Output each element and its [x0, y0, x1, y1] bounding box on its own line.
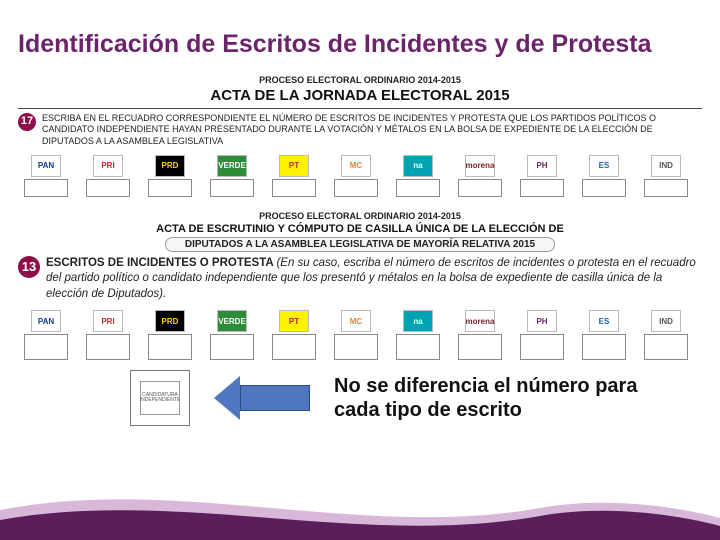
party-input-box [210, 334, 254, 360]
party-input-box [148, 334, 192, 360]
party-logo-pt: PT [279, 155, 309, 177]
party-input-box [334, 179, 378, 197]
party-logo-pvem: VERDE [217, 310, 247, 332]
party-input-box [24, 179, 68, 197]
acta-jornada-block: PROCESO ELECTORAL ORDINARIO 2014-2015 AC… [18, 75, 702, 197]
party-logo-es: ES [589, 155, 619, 177]
party-input-box [458, 179, 502, 197]
party-input-box [582, 334, 626, 360]
party-cell-mc: MC [328, 155, 384, 197]
party-logo-prd: PRD [155, 310, 185, 332]
party-input-box [396, 334, 440, 360]
party-logo-ph: PH [527, 155, 557, 177]
doc-pill: DIPUTADOS A LA ASAMBLEA LEGISLATIVA DE M… [165, 237, 555, 252]
step-number-13: 13 [18, 256, 40, 278]
party-cell-pt: PT [266, 155, 322, 197]
party-logo-mc: MC [341, 310, 371, 332]
instr-13-lead: ESCRITOS DE INCIDENTES O PROTESTA [46, 257, 276, 269]
party-cell-pvem: VERDE [204, 155, 260, 197]
party-cell-pan: PAN [18, 155, 74, 197]
party-row-1: PAN PRI PRD VERDE PT MC na morena PH ES IND [18, 155, 702, 197]
party-cell-ind: IND [638, 310, 694, 360]
party-row-2: PAN PRI PRD VERDE PT MC na morena PH ES IND [18, 310, 702, 360]
party-cell-es: ES [576, 155, 632, 197]
party-cell-prd: PRD [142, 155, 198, 197]
party-cell-mc: MC [328, 310, 384, 360]
party-input-box [86, 334, 130, 360]
party-input-box [520, 179, 564, 197]
party-logo-pan: PAN [31, 155, 61, 177]
party-logo-morena: morena [465, 155, 495, 177]
party-input-box [458, 334, 502, 360]
proc-line-1: PROCESO ELECTORAL ORDINARIO 2014-2015 [18, 75, 702, 85]
party-logo-ind: IND [651, 310, 681, 332]
instr-17: 17 ESCRIBA EN EL RECUADRO CORRESPONDIENT… [18, 111, 702, 151]
acta-escrutinio-block: PROCESO ELECTORAL ORDINARIO 2014-2015 AC… [18, 211, 702, 361]
party-cell-ind: IND [638, 155, 694, 197]
party-logo-pvem: VERDE [217, 155, 247, 177]
party-cell-morena: morena [452, 310, 508, 360]
party-cell-pri: PRI [80, 310, 136, 360]
party-input-box [24, 334, 68, 360]
slide-title: Identificación de Escritos de Incidentes… [0, 0, 720, 69]
party-input-box [210, 179, 254, 197]
party-logo-pri: PRI [93, 310, 123, 332]
party-cell-na: na [390, 155, 446, 197]
party-logo-na: na [403, 310, 433, 332]
party-input-box [148, 179, 192, 197]
party-logo-pt: PT [279, 310, 309, 332]
party-cell-prd: PRD [142, 310, 198, 360]
footer-wave [0, 470, 720, 540]
doc-title-2: ACTA DE ESCRUTINIO Y CÓMPUTO DE CASILLA … [18, 223, 702, 235]
party-logo-es: ES [589, 310, 619, 332]
party-cell-pan: PAN [18, 310, 74, 360]
party-input-box [86, 179, 130, 197]
party-cell-es: ES [576, 310, 632, 360]
party-cell-pvem: VERDE [204, 310, 260, 360]
step-number-17: 17 [18, 113, 36, 131]
instr-13: 13 ESCRITOS DE INCIDENTES O PROTESTA (En… [18, 252, 702, 307]
proc-line-2: PROCESO ELECTORAL ORDINARIO 2014-2015 [18, 211, 702, 221]
party-cell-pt: PT [266, 310, 322, 360]
party-input-box [644, 334, 688, 360]
party-input-box [334, 334, 378, 360]
indep-inner-label: CANDIDATURA INDEPENDIENTE [140, 381, 180, 415]
party-cell-pri: PRI [80, 155, 136, 197]
party-logo-pan: PAN [31, 310, 61, 332]
party-cell-ph: PH [514, 310, 570, 360]
arrow-left-icon [214, 376, 310, 420]
party-input-box [396, 179, 440, 197]
party-input-box [644, 179, 688, 197]
party-input-box [520, 334, 564, 360]
party-logo-ind: IND [651, 155, 681, 177]
party-cell-na: na [390, 310, 446, 360]
party-input-box [272, 334, 316, 360]
party-logo-mc: MC [341, 155, 371, 177]
party-logo-ph: PH [527, 310, 557, 332]
party-cell-morena: morena [452, 155, 508, 197]
rule [18, 108, 702, 109]
instr-17-text: ESCRIBA EN EL RECUADRO CORRESPONDIENTE E… [42, 113, 702, 147]
indep-card: CANDIDATURA INDEPENDIENTE [130, 370, 190, 426]
party-cell-ph: PH [514, 155, 570, 197]
party-logo-prd: PRD [155, 155, 185, 177]
note-text: No se diferencia el número para cada tip… [334, 374, 644, 422]
party-input-box [582, 179, 626, 197]
party-logo-morena: morena [465, 310, 495, 332]
party-logo-pri: PRI [93, 155, 123, 177]
instr-13-text: ESCRITOS DE INCIDENTES O PROTESTA (En su… [46, 256, 702, 303]
doc-title-1: ACTA DE LA JORNADA ELECTORAL 2015 [18, 87, 702, 104]
party-input-box [272, 179, 316, 197]
indep-arrow-note: CANDIDATURA INDEPENDIENTE No se diferenc… [130, 370, 720, 426]
party-logo-na: na [403, 155, 433, 177]
